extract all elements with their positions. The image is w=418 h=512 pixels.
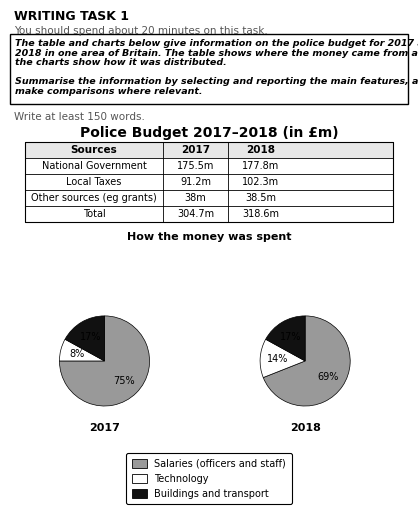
Text: 304.7m: 304.7m	[177, 209, 214, 219]
Text: 17%: 17%	[280, 332, 302, 342]
Bar	[10, 34, 408, 104]
Text: 8%: 8%	[70, 349, 85, 359]
Legend: Salaries (officers and staff), Technology, Buildings and transport: Salaries (officers and staff), Technolog…	[126, 453, 292, 504]
Text: Police Budget 2017–2018 (in £m): Police Budget 2017–2018 (in £m)	[80, 126, 338, 140]
Text: Other sources (eg grants): Other sources (eg grants)	[31, 193, 157, 203]
Text: 17%: 17%	[79, 332, 101, 342]
Text: the charts show how it was distributed.: the charts show how it was distributed.	[15, 58, 227, 67]
Text: You should spend about 20 minutes on this task.: You should spend about 20 minutes on thi…	[14, 26, 268, 36]
Bar	[25, 142, 393, 158]
Wedge shape	[65, 316, 104, 361]
Text: 2018: 2018	[246, 145, 275, 155]
Text: 175.5m: 175.5m	[177, 161, 214, 171]
Wedge shape	[263, 316, 350, 406]
Text: 102.3m: 102.3m	[242, 177, 279, 187]
Wedge shape	[59, 339, 104, 361]
Wedge shape	[260, 339, 305, 377]
Text: 38m: 38m	[185, 193, 206, 203]
Bar	[25, 142, 393, 222]
Text: Sources: Sources	[71, 145, 117, 155]
Text: make comparisons where relevant.: make comparisons where relevant.	[15, 87, 202, 96]
Text: WRITING TASK 1: WRITING TASK 1	[14, 10, 129, 23]
Text: 177.8m: 177.8m	[242, 161, 279, 171]
Text: 38.5m: 38.5m	[245, 193, 276, 203]
Text: 2017: 2017	[89, 423, 120, 433]
Text: 318.6m: 318.6m	[242, 209, 279, 219]
Text: How the money was spent: How the money was spent	[127, 232, 291, 242]
Text: 75%: 75%	[113, 376, 135, 386]
Text: 2018: 2018	[290, 423, 321, 433]
Text: Total: Total	[83, 209, 105, 219]
Text: National Government: National Government	[41, 161, 146, 171]
Text: 2018 in one area of Britain. The table shows where the money came from and: 2018 in one area of Britain. The table s…	[15, 49, 418, 57]
Wedge shape	[266, 316, 305, 361]
Text: 14%: 14%	[267, 354, 288, 364]
Text: Summarise the information by selecting and reporting the main features, and: Summarise the information by selecting a…	[15, 77, 418, 86]
Text: The table and charts below give information on the police budget for 2017 and: The table and charts below give informat…	[15, 39, 418, 48]
Text: Write at least 150 words.: Write at least 150 words.	[14, 112, 145, 122]
Text: Local Taxes: Local Taxes	[66, 177, 122, 187]
Wedge shape	[59, 316, 150, 406]
Text: 69%: 69%	[318, 372, 339, 381]
Text: 2017: 2017	[181, 145, 210, 155]
Text: 91.2m: 91.2m	[180, 177, 211, 187]
